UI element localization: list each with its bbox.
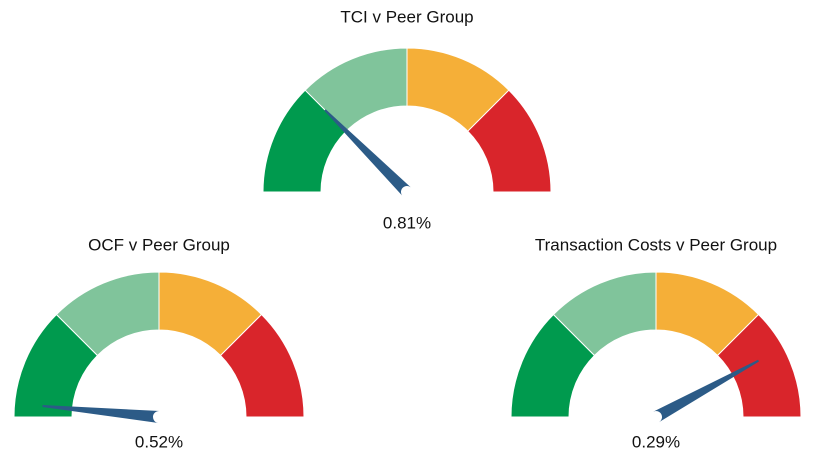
gauge-title: Transaction Costs v Peer Group — [535, 235, 777, 254]
gauge-needle — [42, 404, 160, 423]
gauge-band — [467, 89, 552, 193]
gauge-value-label: 0.81% — [383, 213, 431, 232]
gauge-band — [219, 313, 305, 418]
gauge-value-label: 0.52% — [135, 432, 183, 451]
gauge-needle — [324, 109, 412, 197]
gauge-title: TCI v Peer Group — [340, 7, 473, 26]
gauge-title: OCF v Peer Group — [88, 235, 230, 254]
gauge-band — [716, 313, 802, 418]
gauge-value-label: 0.29% — [632, 432, 680, 451]
gauge-needle — [653, 359, 760, 423]
